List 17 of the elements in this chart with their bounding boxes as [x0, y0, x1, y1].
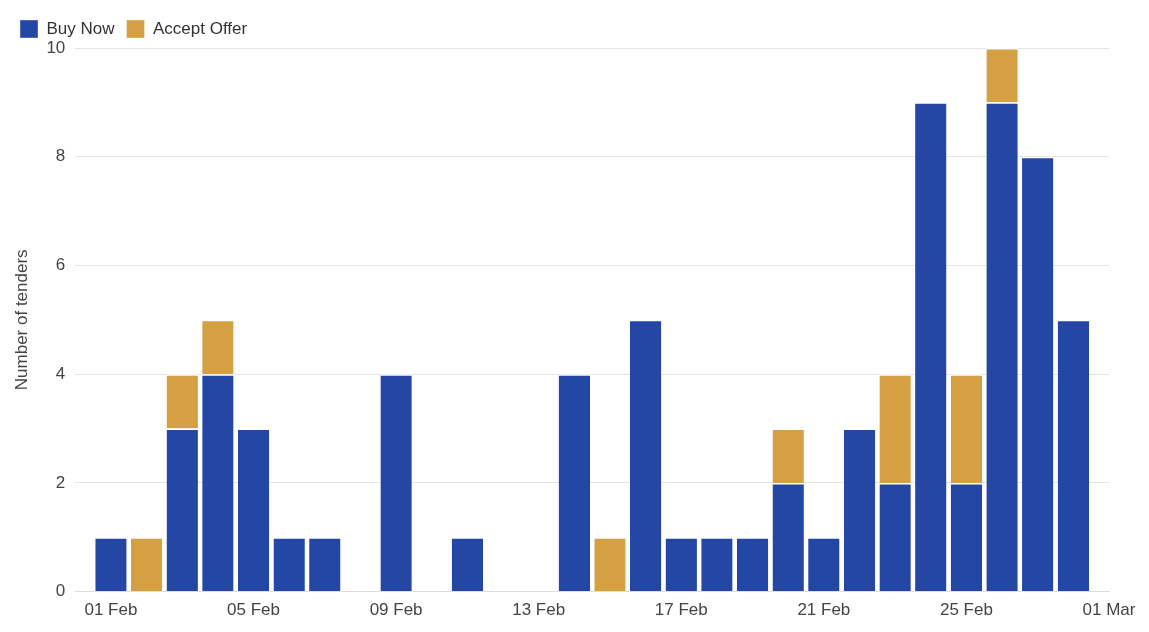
x-tick-label: 25 Feb — [939, 600, 993, 620]
x-tick-label: 01 Feb — [84, 600, 138, 620]
y-tick-label: 6 — [55, 255, 66, 275]
legend-label: Accept Offer — [153, 18, 248, 38]
y-axis-title: Number of tenders — [11, 249, 31, 391]
x-tick-label: 01 Mar — [1082, 600, 1136, 620]
x-tick-label: 13 Feb — [512, 600, 566, 620]
y-tick-label: 10 — [46, 37, 66, 57]
x-tick-label: 17 Feb — [654, 600, 708, 620]
x-tick-label: 05 Feb — [227, 600, 280, 620]
y-tick-label: 4 — [55, 363, 66, 383]
x-tick-label: 09 Feb — [369, 600, 423, 620]
y-tick-label: 8 — [55, 146, 66, 166]
legend-label: Buy Now — [46, 18, 116, 38]
x-tick-label: 21 Feb — [797, 600, 851, 620]
y-tick-label: 2 — [55, 472, 66, 492]
y-tick-label: 0 — [55, 581, 66, 601]
